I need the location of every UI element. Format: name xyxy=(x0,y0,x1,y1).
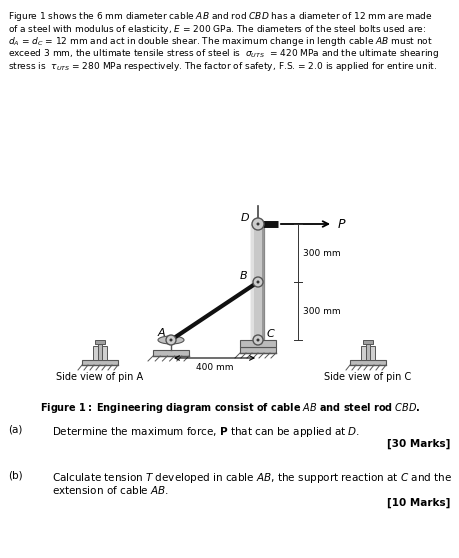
Bar xyxy=(362,340,372,344)
Bar xyxy=(98,342,102,360)
Ellipse shape xyxy=(157,336,184,344)
Bar xyxy=(251,224,253,340)
Bar xyxy=(262,224,264,340)
Text: (b): (b) xyxy=(8,471,22,481)
Text: 300 mm: 300 mm xyxy=(302,306,340,315)
Bar xyxy=(95,340,105,344)
Bar xyxy=(153,350,189,356)
Text: $\mathbf{Figure\ 1:\ Engineering\ diagram\ consist\ of\ cable\ }$$\mathbf{\mathi: $\mathbf{Figure\ 1:\ Engineering\ diagra… xyxy=(39,401,420,415)
Bar xyxy=(240,347,275,353)
Circle shape xyxy=(256,223,259,225)
Text: Figure 1 shows the 6 mm diameter cable $\mathit{AB}$ and rod $\mathit{CBD}$ has : Figure 1 shows the 6 mm diameter cable $… xyxy=(8,10,432,23)
Bar xyxy=(102,346,107,360)
Text: (a): (a) xyxy=(8,425,22,435)
Text: stress is  $\tau_{UTS}$ = 280 MPa respectively. The factor of safety, F.S. = 2.0: stress is $\tau_{UTS}$ = 280 MPa respect… xyxy=(8,60,436,73)
Text: D: D xyxy=(240,213,248,223)
Text: Side view of pin A: Side view of pin A xyxy=(56,372,143,382)
Bar xyxy=(251,224,264,340)
Text: exceed 3 mm, the ultimate tensile stress of steel is  $\sigma_{UTS}$  = 420 MPa : exceed 3 mm, the ultimate tensile stress… xyxy=(8,47,438,60)
Circle shape xyxy=(252,277,263,287)
Text: A: A xyxy=(157,328,165,338)
Text: Calculate tension $T$ developed in cable $\mathit{AB}$, the support reaction at : Calculate tension $T$ developed in cable… xyxy=(52,471,451,485)
Text: 300 mm: 300 mm xyxy=(302,248,340,257)
Text: C: C xyxy=(266,329,274,339)
Bar xyxy=(369,346,374,360)
Text: of a steel with modulus of elasticity, $E$ = 200 GPa. The diameters of the steel: of a steel with modulus of elasticity, $… xyxy=(8,22,425,36)
Circle shape xyxy=(169,339,172,341)
Circle shape xyxy=(252,335,263,345)
Text: [30 Marks]: [30 Marks] xyxy=(386,439,449,449)
Bar xyxy=(365,342,369,360)
Text: P: P xyxy=(337,218,345,230)
Bar xyxy=(360,346,365,360)
Text: 400 mm: 400 mm xyxy=(196,363,233,372)
Text: Determine the maximum force, $\mathbf{P}$ that can be applied at $D$.: Determine the maximum force, $\mathbf{P}… xyxy=(52,425,359,439)
Text: B: B xyxy=(239,271,246,281)
Text: extension of cable $\mathit{AB}$.: extension of cable $\mathit{AB}$. xyxy=(52,484,168,496)
Bar xyxy=(93,346,98,360)
Circle shape xyxy=(252,218,263,230)
Circle shape xyxy=(166,335,176,345)
Text: [10 Marks]: [10 Marks] xyxy=(386,498,449,508)
Bar xyxy=(349,360,385,365)
Bar xyxy=(240,340,275,347)
Circle shape xyxy=(256,281,259,283)
Circle shape xyxy=(256,339,259,341)
Text: Side view of pin C: Side view of pin C xyxy=(324,372,411,382)
Bar xyxy=(82,360,118,365)
Text: $d_A$ = $d_C$ = 12 mm and act in double shear. The maximum change in length cabl: $d_A$ = $d_C$ = 12 mm and act in double … xyxy=(8,35,432,48)
